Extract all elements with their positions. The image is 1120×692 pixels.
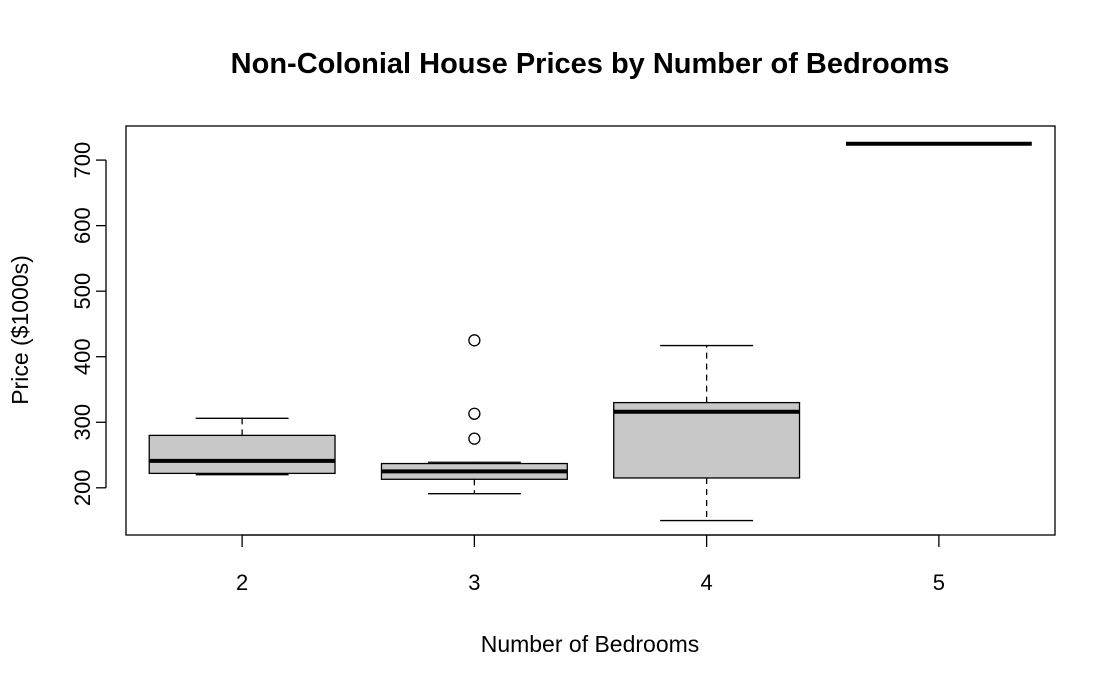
outlier-point (468, 334, 481, 347)
y-axis: 200 300 400 500 600 700 (70, 142, 107, 506)
boxes (148, 141, 1032, 522)
box-group-2 (148, 417, 336, 476)
box-group-4 (613, 344, 801, 522)
y-tick-label: 300 (70, 404, 95, 441)
y-tick-label: 600 (70, 207, 95, 244)
box (613, 401, 801, 479)
outlier-point (468, 407, 481, 420)
outlier-point (468, 432, 481, 445)
y-tick-label: 500 (70, 273, 95, 310)
y-tick-label: 700 (70, 142, 95, 179)
x-tick-label: 2 (236, 570, 248, 595)
box-group-3 (380, 334, 568, 495)
x-tick-label: 4 (701, 570, 713, 595)
x-tick-label: 5 (933, 570, 945, 595)
x-axis: 2 3 4 5 (236, 534, 945, 595)
y-tick-label: 200 (70, 469, 95, 506)
box (148, 434, 336, 475)
y-axis-label: Price ($1000s) (7, 255, 33, 405)
y-tick-label: 400 (70, 338, 95, 375)
chart-title: Non-Colonial House Prices by Number of B… (231, 48, 950, 80)
x-tick-label: 3 (468, 570, 480, 595)
x-axis-label: Number of Bedrooms (481, 631, 700, 657)
